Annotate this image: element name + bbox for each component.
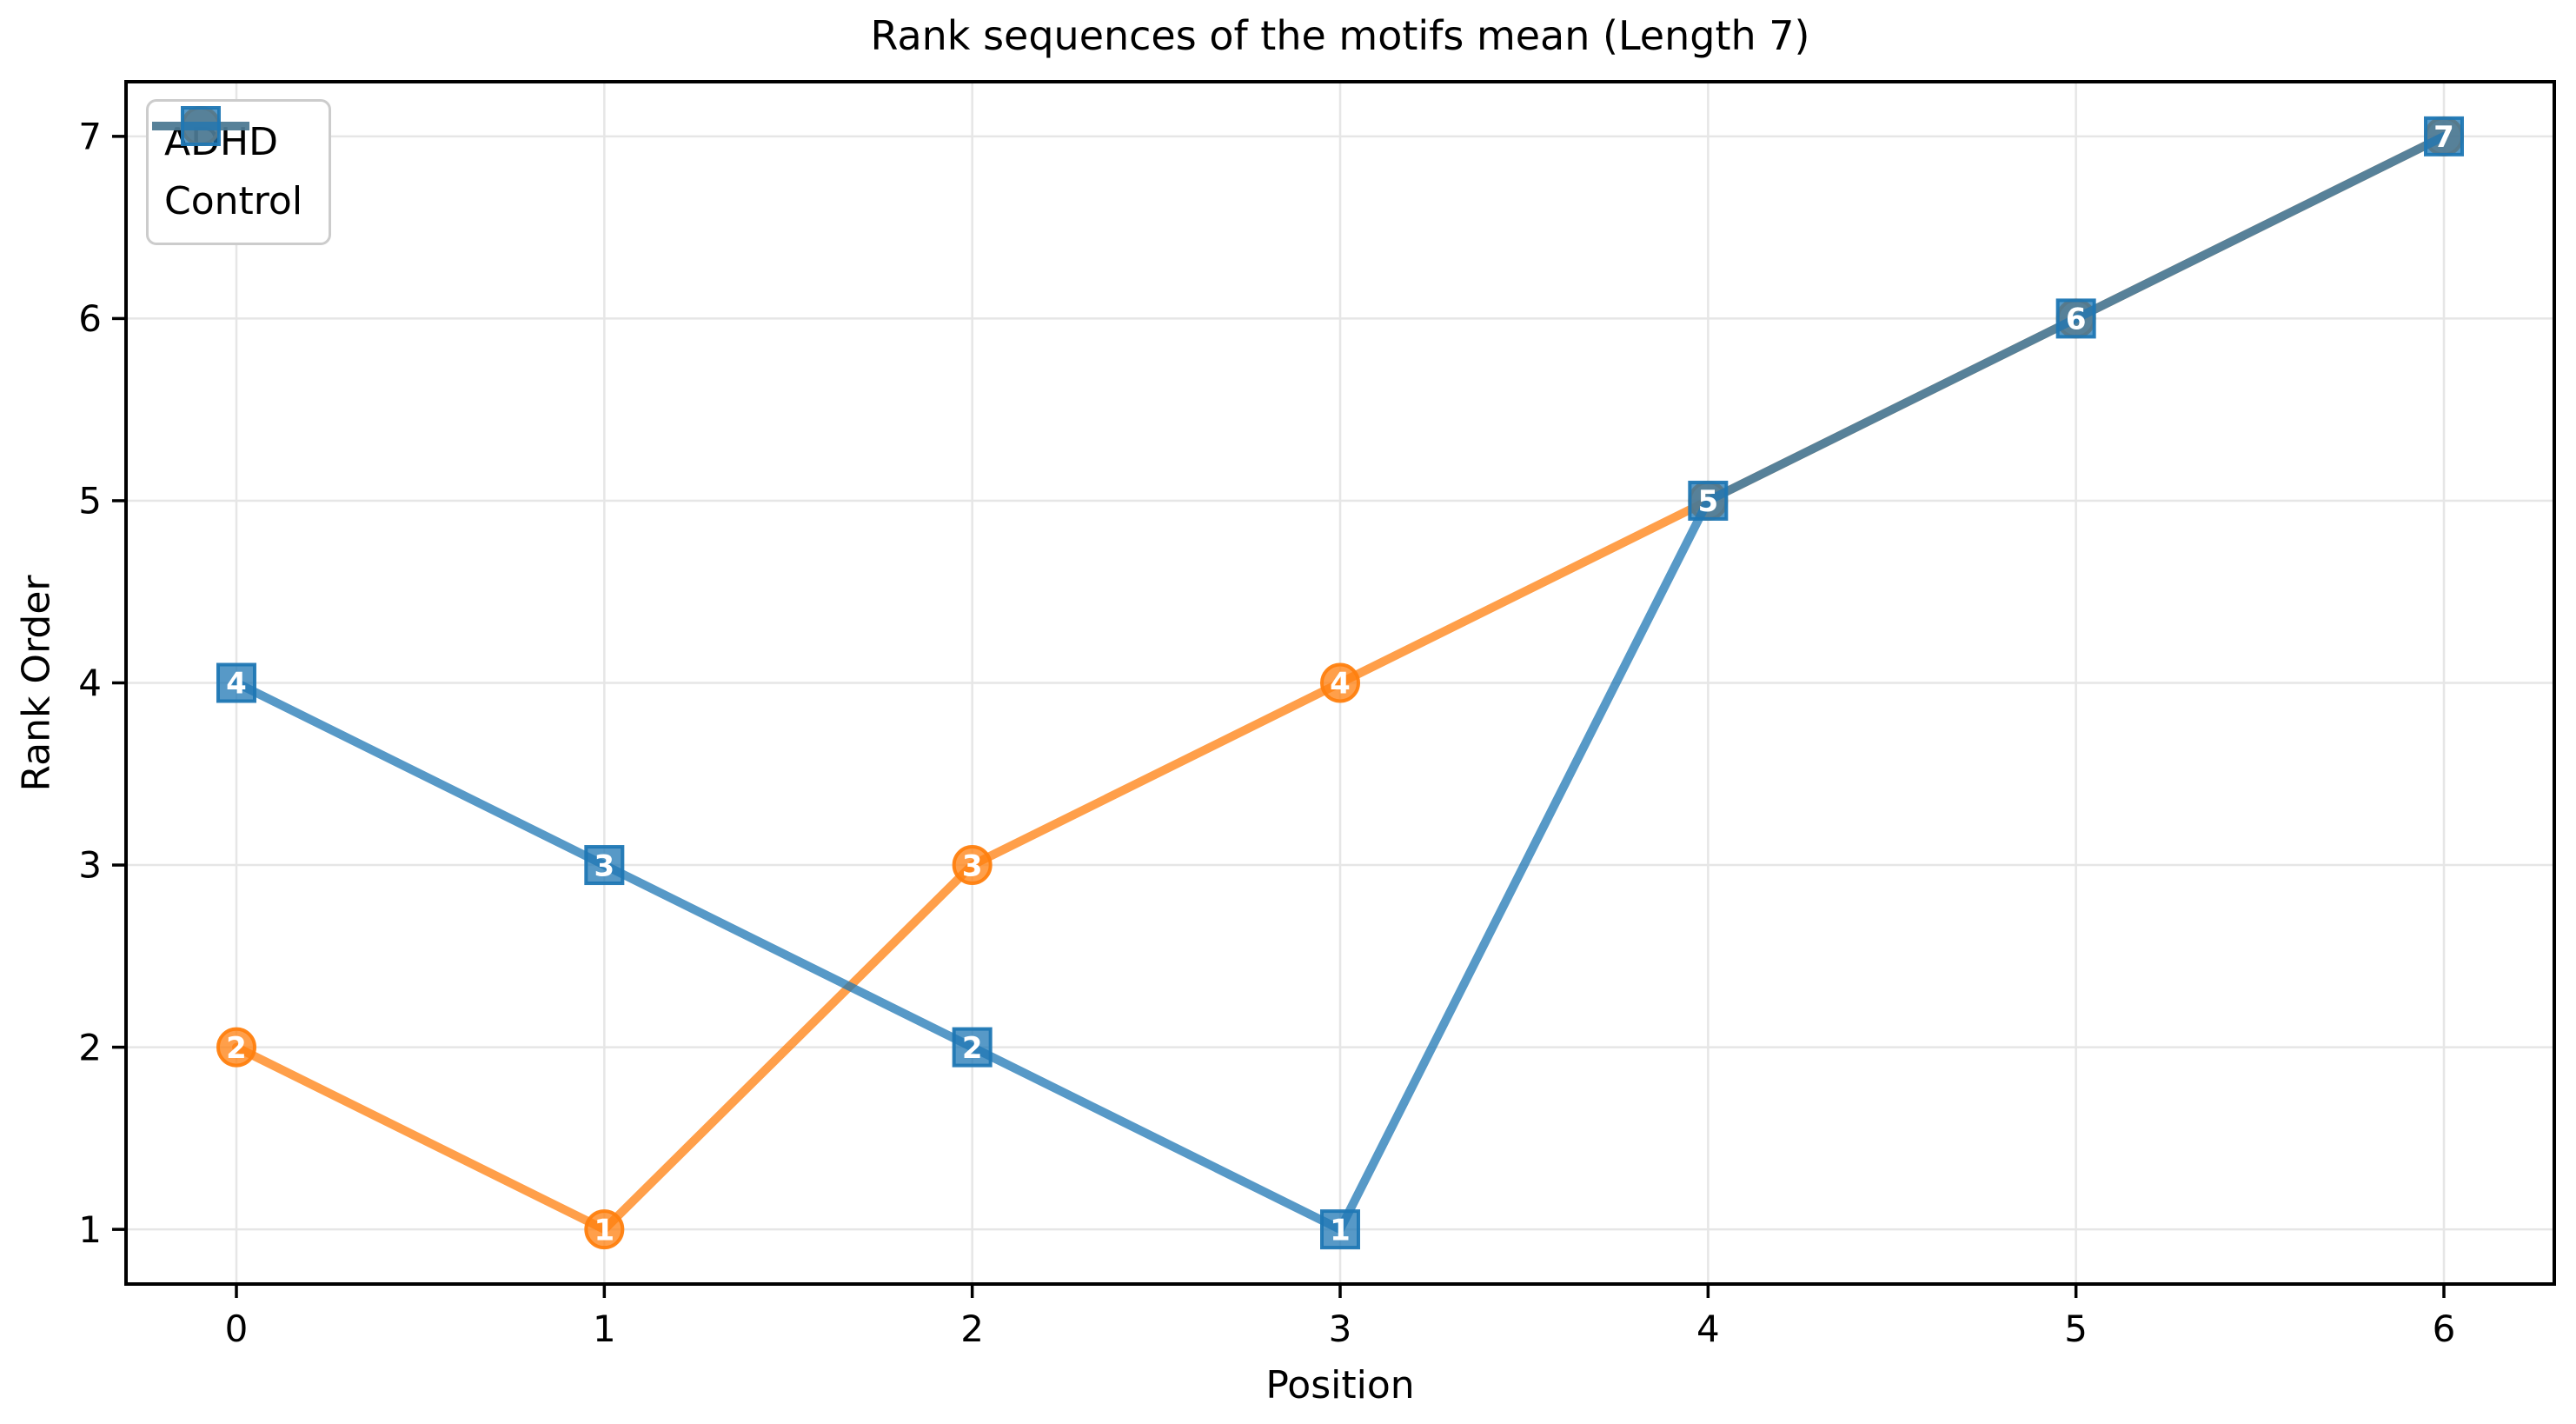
marker-value-label: 1	[1330, 1213, 1351, 1248]
x-tick-label: 2	[960, 1308, 984, 1350]
data-point-adhd: 4	[1320, 662, 1360, 703]
marker-value-label: 6	[2066, 303, 2087, 337]
legend-entry-control: Control	[152, 106, 303, 230]
x-tick-label: 4	[1696, 1308, 1720, 1350]
y-axis-label: Rank Order	[14, 575, 59, 792]
marker-value-label: 3	[594, 848, 614, 883]
marker-value-label: 3	[962, 848, 983, 883]
square-marker-icon	[1320, 1209, 1360, 1250]
data-point-control: 3	[584, 845, 625, 886]
marker-value-label: 4	[226, 667, 247, 702]
square-marker-icon	[1688, 480, 1729, 521]
y-tick-label: 5	[78, 480, 102, 522]
data-point-control: 2	[952, 1027, 993, 1068]
x-tick-label: 6	[2433, 1308, 2456, 1350]
chart-title: Rank sequences of the motifs mean (Lengt…	[870, 12, 1810, 59]
control-line-square-icon	[152, 106, 249, 146]
square-marker-icon	[584, 845, 625, 886]
x-tick-label: 0	[225, 1308, 249, 1350]
y-tick-label: 1	[78, 1208, 102, 1251]
marker-value-label: 4	[1330, 667, 1351, 702]
y-tick-label: 3	[78, 844, 102, 887]
data-point-adhd: 3	[952, 845, 993, 886]
circle-marker-icon	[952, 845, 993, 886]
marker-value-label: 1	[594, 1213, 614, 1248]
data-point-control: 7	[2424, 116, 2464, 156]
marker-value-label: 5	[1697, 484, 1718, 519]
circle-marker-icon	[584, 1209, 625, 1250]
marker-value-label: 7	[2433, 120, 2454, 155]
marker-value-label: 2	[962, 1031, 983, 1066]
x-tick-label: 3	[1329, 1308, 1352, 1350]
y-tick-label: 2	[78, 1026, 102, 1068]
y-tick-label: 4	[78, 662, 102, 704]
circle-marker-icon	[216, 1027, 256, 1068]
data-point-adhd: 2	[216, 1027, 256, 1068]
legend: ADHD Control	[146, 99, 332, 245]
x-tick-label: 5	[2064, 1308, 2088, 1350]
data-point-control: 6	[2055, 298, 2096, 339]
square-marker-icon	[952, 1027, 993, 1068]
data-point-control: 5	[1688, 480, 1729, 521]
y-tick-label: 7	[78, 116, 102, 158]
y-tick-label: 6	[78, 297, 102, 340]
square-marker-icon	[216, 662, 256, 703]
data-point-adhd: 1	[584, 1209, 625, 1250]
data-point-control: 4	[216, 662, 256, 703]
legend-label-control: Control	[164, 179, 303, 223]
x-axis-label: Position	[1265, 1363, 1415, 1407]
square-marker-icon	[2055, 298, 2096, 339]
data-point-control: 1	[1320, 1209, 1360, 1250]
square-marker-icon	[2424, 116, 2464, 156]
marker-value-label: 2	[226, 1031, 247, 1066]
x-tick-label: 1	[593, 1308, 616, 1350]
circle-marker-icon	[1320, 662, 1360, 703]
